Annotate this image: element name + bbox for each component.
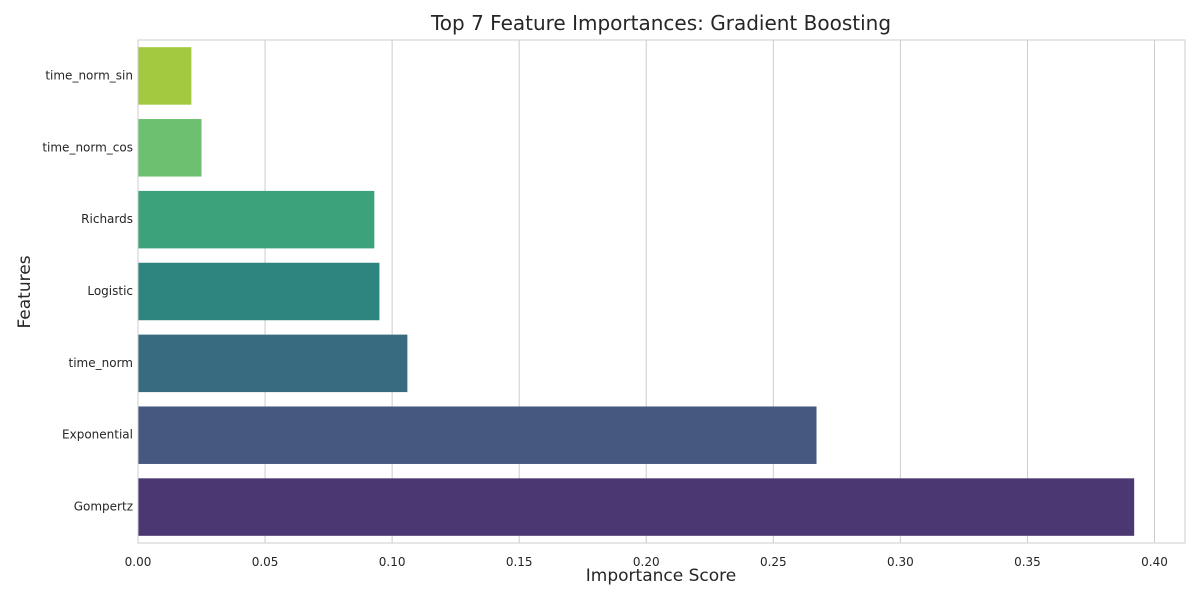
bar-time-norm-sin [138, 47, 192, 105]
y-tick-label: Logistic [87, 284, 133, 298]
chart-title: Top 7 Feature Importances: Gradient Boos… [430, 11, 891, 35]
bar-richards [138, 190, 375, 249]
x-tick-label: 0.05 [252, 555, 279, 569]
x-tick-label: 0.20 [633, 555, 660, 569]
y-tick-label: time_norm [69, 356, 133, 370]
grid-lines [137, 40, 1156, 543]
y-tick-labels: time_norm_sin time_norm_cos Richards Logist… [42, 68, 133, 513]
x-tick-labels: 0.00 0.05 0.10 0.15 0.20 0.25 0.30 0.35 0.40 [125, 555, 1168, 569]
x-tick-label: 0.15 [506, 555, 533, 569]
bar-time-norm [138, 334, 408, 393]
bars [138, 47, 1135, 536]
y-tick-label: Gompertz [74, 500, 133, 514]
x-tick-label: 0.30 [887, 555, 914, 569]
bar-time-norm-cos [138, 119, 202, 177]
y-tick-label: Exponential [62, 428, 133, 442]
x-tick-label: 0.35 [1014, 555, 1041, 569]
x-axis-label: Importance Score [586, 566, 736, 586]
x-tick-label: 0.40 [1141, 555, 1168, 569]
y-tick-label: time_norm_sin [45, 68, 133, 82]
x-tick-label: 0.10 [379, 555, 406, 569]
x-tick-label: 0.00 [125, 555, 152, 569]
y-axis-label: Features [15, 255, 35, 328]
bar-logistic [138, 262, 380, 321]
y-tick-label: time_norm_cos [42, 140, 133, 154]
y-tick-label: Richards [81, 212, 133, 226]
x-tick-label: 0.25 [760, 555, 787, 569]
bar-gompertz [138, 478, 1135, 536]
bar-exponential [138, 406, 817, 464]
plot-frame [137, 39, 1186, 544]
